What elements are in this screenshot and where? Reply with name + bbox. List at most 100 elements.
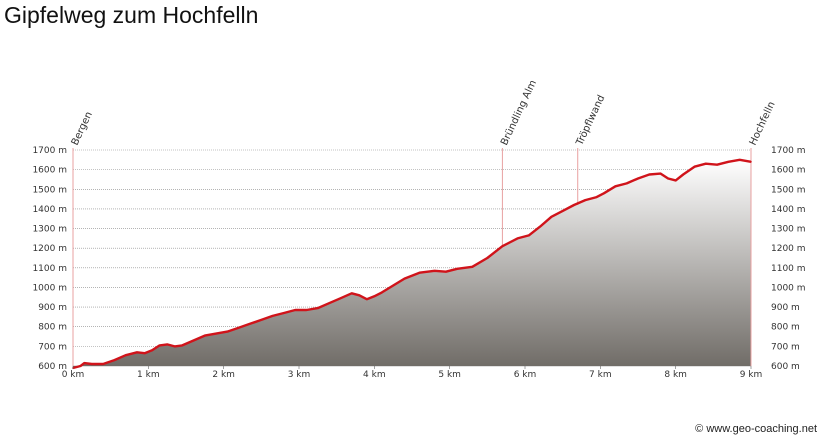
x-tick-label: 5 km (438, 370, 461, 380)
data-point (528, 234, 530, 237)
waypoint-label: Tröpflwand (574, 93, 607, 148)
data-point (226, 330, 229, 333)
y-tick-label-left: 1600 m (32, 166, 67, 176)
data-point (83, 362, 86, 364)
data-point (350, 292, 353, 295)
copyright-credit: © www.geo-coaching.net (695, 423, 817, 435)
data-point (358, 294, 361, 297)
data-point (501, 245, 504, 247)
y-tick-label-right: 1200 m (771, 244, 806, 254)
waypoint-label: Hochfelln (748, 100, 778, 147)
y-tick-label-left: 600 m (38, 362, 67, 372)
y-tick-label-right: 1600 m (771, 166, 806, 176)
waypoint-label: Bründling Alm (499, 78, 539, 147)
data-point (539, 225, 541, 228)
elevation-line (72, 158, 752, 370)
y-tick-label-left: 900 m (38, 303, 67, 313)
data-point (403, 277, 406, 280)
y-tick-label-right: 800 m (771, 323, 800, 333)
data-point (166, 343, 168, 346)
data-point (79, 365, 82, 367)
y-tick-label-left: 700 m (38, 342, 67, 352)
x-tick-label: 9 km (740, 370, 763, 380)
data-point (173, 345, 176, 348)
x-tick-label: 2 km (212, 370, 235, 380)
data-point (294, 309, 297, 311)
x-tick-label: 3 km (288, 370, 311, 380)
y-tick-label-right: 700 m (771, 342, 800, 352)
data-point (659, 172, 662, 175)
y-tick-label-right: 1700 m (771, 146, 806, 156)
data-point (215, 332, 217, 335)
y-tick-label-left: 800 m (38, 323, 67, 333)
data-point (445, 270, 447, 273)
y-tick-label-left: 1000 m (32, 283, 67, 293)
data-point (550, 216, 553, 218)
y-tick-label-left: 1100 m (32, 264, 67, 274)
data-point (237, 326, 240, 329)
data-point (283, 312, 285, 314)
y-tick-label-right: 900 m (771, 303, 800, 313)
y-tick-label-left: 1200 m (32, 244, 67, 254)
data-point (516, 237, 519, 240)
data-point (667, 177, 669, 180)
x-tick-label: 4 km (363, 370, 386, 380)
y-tick-label-right: 1000 m (771, 283, 806, 293)
data-point (204, 334, 206, 337)
data-point (381, 291, 383, 294)
data-point (595, 196, 598, 198)
data-point (614, 185, 617, 188)
data-point (91, 363, 93, 365)
data-point (192, 339, 195, 342)
y-tick-label-left: 1400 m (32, 205, 67, 215)
data-point (317, 307, 319, 309)
x-tick-label: 7 km (589, 370, 612, 380)
y-tick-label-right: 1500 m (771, 185, 806, 195)
chart-title: Gipfelweg zum Hochfelln (4, 2, 259, 28)
data-point (143, 352, 146, 355)
elevation-fill (73, 159, 751, 368)
y-tick-label-left: 1300 m (32, 225, 67, 235)
data-point (433, 270, 436, 272)
data-point (339, 297, 342, 300)
data-point (750, 161, 752, 163)
axis-ticks: 600 m 600 m 700 m 700 m 800 m 800 m 900 m 900 m… (32, 146, 805, 380)
data-point (456, 268, 459, 270)
data-point (328, 302, 330, 305)
data-point (124, 354, 127, 357)
data-point (648, 173, 651, 176)
data-point (151, 349, 153, 352)
x-tick-label: 8 km (664, 370, 687, 380)
y-tick-label-right: 1100 m (771, 264, 806, 274)
elevation-area (73, 159, 751, 368)
x-tick-label: 1 km (137, 370, 160, 380)
data-point (158, 344, 161, 347)
data-point (682, 173, 684, 176)
data-point (486, 257, 489, 259)
data-point (625, 182, 628, 185)
y-tick-label-right: 600 m (771, 362, 800, 372)
data-point (705, 162, 707, 165)
data-point (260, 319, 263, 321)
data-point (637, 177, 639, 180)
data-point (693, 165, 696, 168)
y-tick-label-left: 1500 m (32, 185, 67, 195)
data-point (716, 163, 718, 166)
data-point (418, 271, 421, 274)
data-point (727, 161, 730, 163)
data-point (674, 179, 677, 182)
data-point (373, 295, 376, 298)
x-tick-label: 0 km (62, 370, 85, 380)
data-point (136, 351, 138, 354)
data-point (738, 159, 741, 161)
data-point (305, 309, 308, 311)
data-point (392, 284, 395, 287)
data-point (102, 363, 104, 365)
waypoint-label: Bergen (70, 110, 95, 147)
y-tick-label-right: 1400 m (771, 205, 806, 215)
data-point (113, 359, 116, 361)
data-point (271, 315, 274, 317)
data-point (603, 192, 605, 194)
data-point (573, 204, 575, 206)
